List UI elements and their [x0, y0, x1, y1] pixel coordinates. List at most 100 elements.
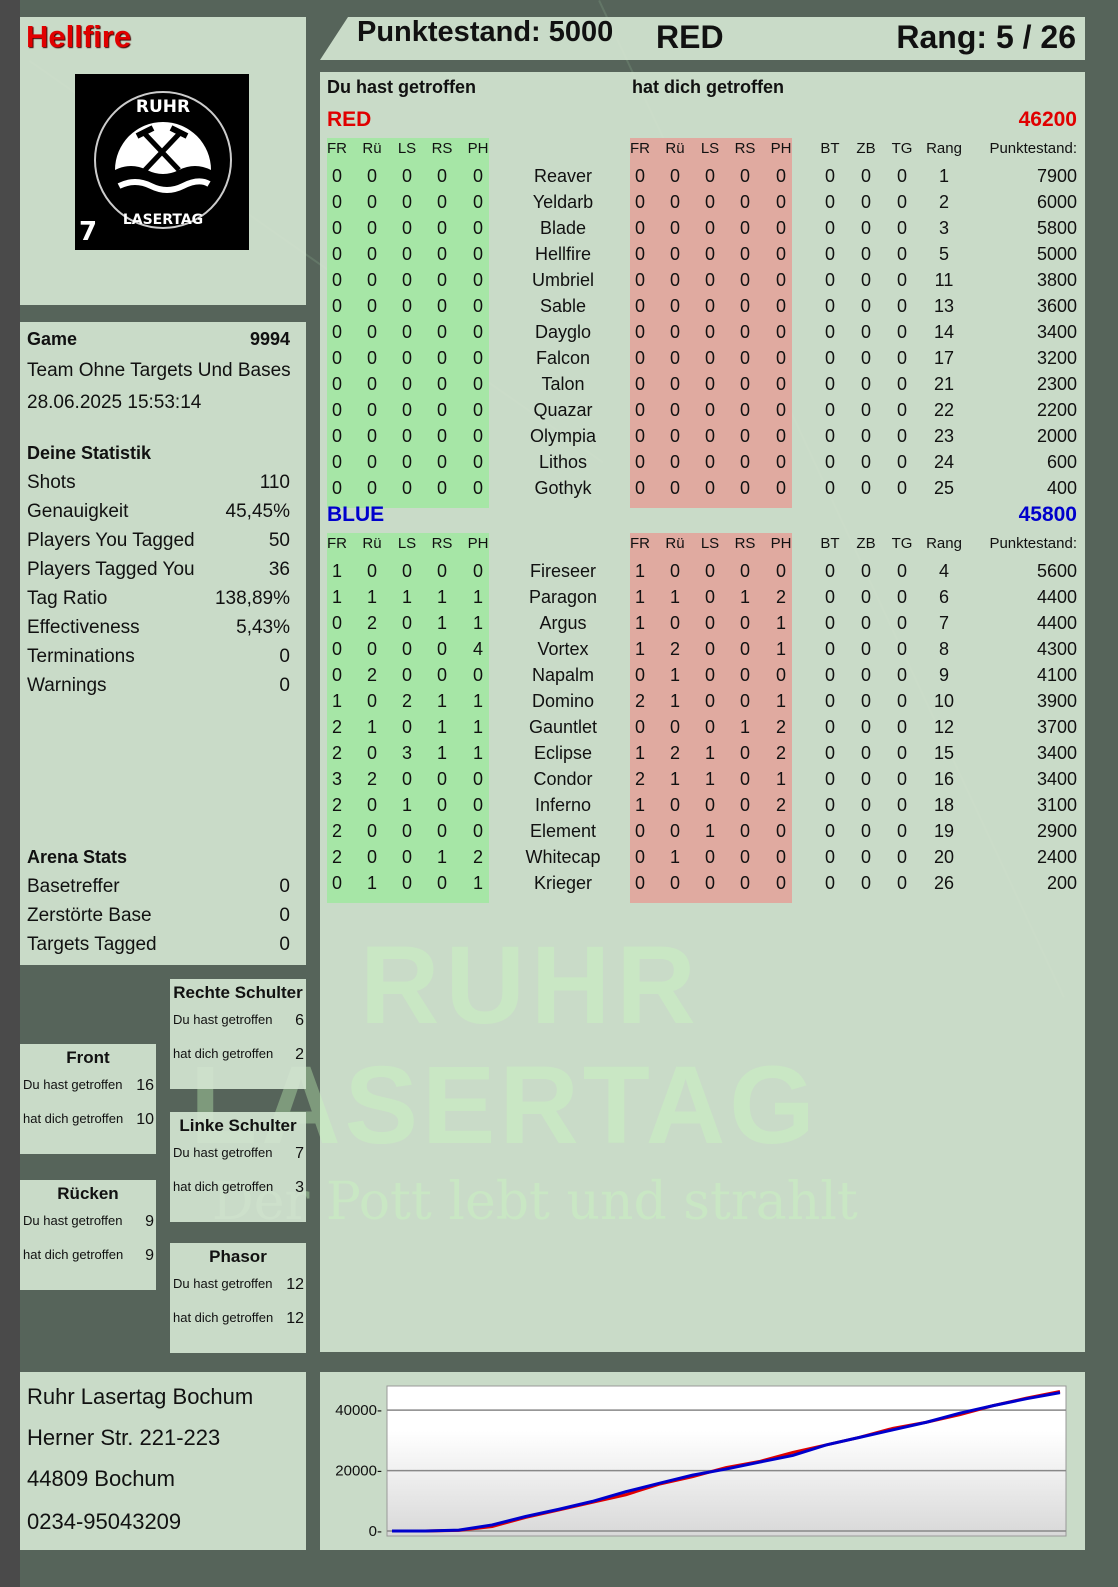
hitzone-hit-you: 12	[286, 1310, 304, 1327]
hit-you-cell: 0	[634, 270, 646, 290]
stat-cell: 0	[860, 166, 872, 186]
column-header: BT	[820, 535, 840, 552]
hit-you-cell: 0	[669, 400, 681, 420]
hit-you-cell: 0	[739, 218, 751, 238]
stat-cell: 19	[933, 821, 955, 841]
you-hit-cell: 2	[366, 769, 378, 789]
you-hit-cell: 1	[472, 743, 484, 763]
you-hit-cell: 1	[472, 691, 484, 711]
player-name: Yeldarb	[532, 192, 594, 212]
team-label: RED	[656, 19, 724, 55]
you-hit-cell: 0	[401, 873, 413, 893]
hit-you-cell: 0	[634, 348, 646, 368]
stat-cell: 0	[896, 192, 908, 212]
stat-cell: 3	[938, 218, 950, 238]
hit-you-cell: 0	[739, 296, 751, 316]
hit-you-cell: 0	[739, 374, 751, 394]
hit-you-cell: 0	[739, 613, 751, 633]
player-name: Hellfire	[26, 19, 132, 54]
stat-value: 110	[259, 472, 290, 493]
table-row: 0 2 0 1 1 Argus 1 0 0 0 1 0 0 0 7 4400	[320, 611, 1085, 637]
stat-cell: 0	[896, 691, 908, 711]
you-hit-cell: 2	[331, 795, 343, 815]
column-header: Rü	[665, 140, 685, 157]
stat-cell: 18	[933, 795, 955, 815]
player-score: 4300	[1036, 639, 1077, 659]
stat-cell: 26	[933, 873, 955, 893]
stat-cell: 0	[896, 270, 908, 290]
hit-you-cell: 0	[739, 166, 751, 186]
you-hit-cell: 0	[331, 613, 343, 633]
stat-cell: 0	[896, 374, 908, 394]
you-hit-cell: 0	[366, 244, 378, 264]
stat-cell: 11	[934, 270, 954, 290]
you-hit-cell: 0	[472, 561, 484, 581]
you-hit-cell: 1	[401, 587, 413, 607]
table-row: 0 0 0 0 0 Olympia 0 0 0 0 0 0 0 0 23 2000	[320, 424, 1085, 450]
hit-you-cell: 1	[669, 691, 681, 711]
stat-cell: 0	[860, 795, 872, 815]
hit-you-cell: 1	[634, 795, 646, 815]
hit-you-cell: 0	[739, 639, 751, 659]
player-name: Element	[529, 821, 597, 841]
column-header: LS	[397, 140, 417, 157]
hitzone-hit-you: 3	[295, 1179, 304, 1196]
stat-cell: 20	[933, 847, 955, 867]
hit-you-cell: 2	[775, 717, 787, 737]
stat-label: Terminations	[27, 646, 135, 667]
stat-label: Genauigkeit	[27, 501, 129, 522]
left-border	[0, 0, 20, 1587]
chart-panel: 0- 20000- 40000-	[320, 1372, 1085, 1550]
you-hit-cell: 1	[472, 717, 484, 737]
hitzone-you-hit: 16	[136, 1077, 154, 1094]
player-name: Sable	[539, 296, 587, 316]
stat-value: 50	[268, 530, 290, 551]
you-hit-cell: 0	[401, 166, 413, 186]
stat-cell: 0	[896, 665, 908, 685]
you-hit-cell: 1	[436, 743, 448, 763]
player-name: Blade	[539, 218, 587, 238]
stat-cell: 0	[824, 847, 836, 867]
you-hit-cell: 0	[472, 821, 484, 841]
you-hit-cell: 0	[436, 426, 448, 446]
you-hit-cell: 2	[331, 847, 343, 867]
player-score: 200	[1046, 873, 1077, 893]
you-hit-cell: 0	[331, 244, 343, 264]
hitzone-you-hit-label: Du hast getroffen	[173, 1012, 273, 1027]
you-hit-cell: 0	[436, 400, 448, 420]
you-hit-cell: 0	[472, 192, 484, 212]
score-chart: 0- 20000- 40000-	[335, 1385, 1067, 1540]
game-mode: Team Ohne Targets Und Bases	[27, 360, 291, 381]
you-hit-cell: 1	[331, 561, 343, 581]
hit-you-cell: 0	[669, 452, 681, 472]
hitzone-hit-you: 10	[136, 1111, 154, 1128]
hit-you-cell: 0	[704, 296, 716, 316]
you-hit-cell: 0	[436, 192, 448, 212]
player-name: Paragon	[528, 587, 598, 607]
you-hit-cell: 0	[472, 322, 484, 342]
you-hit-cell: 0	[401, 192, 413, 212]
player-score: 4400	[1036, 587, 1077, 607]
hit-you-cell: 0	[739, 244, 751, 264]
stat-cell: 6	[938, 587, 950, 607]
stat-cell: 0	[824, 561, 836, 581]
hitzone-hit-you-label: hat dich getroffen	[173, 1046, 274, 1061]
you-hit-cell: 0	[472, 374, 484, 394]
stat-cell: 22	[933, 400, 955, 420]
hit-you-cell: 0	[669, 613, 681, 633]
you-hit-cell: 0	[401, 847, 413, 867]
header-bar	[320, 17, 1085, 60]
player-score: 5800	[1036, 218, 1077, 238]
series-line-blue	[392, 1391, 1061, 1533]
hitzone-you-hit-label: Du hast getroffen	[23, 1077, 123, 1092]
column-header: FR	[630, 535, 650, 552]
you-hit-heading: Du hast getroffen	[327, 77, 477, 97]
team-name: RED	[327, 108, 372, 131]
hit-you-cell: 0	[704, 478, 716, 498]
you-hit-cell: 0	[366, 821, 378, 841]
column-header: FR	[327, 535, 347, 552]
you-hit-cell: 4	[472, 639, 484, 659]
hit-you-cell: 0	[704, 426, 716, 446]
table-row: 2 0 0 0 0 Element 0 0 1 0 0 0 0 0 19 2900	[320, 819, 1085, 845]
column-header: FR	[327, 140, 347, 157]
